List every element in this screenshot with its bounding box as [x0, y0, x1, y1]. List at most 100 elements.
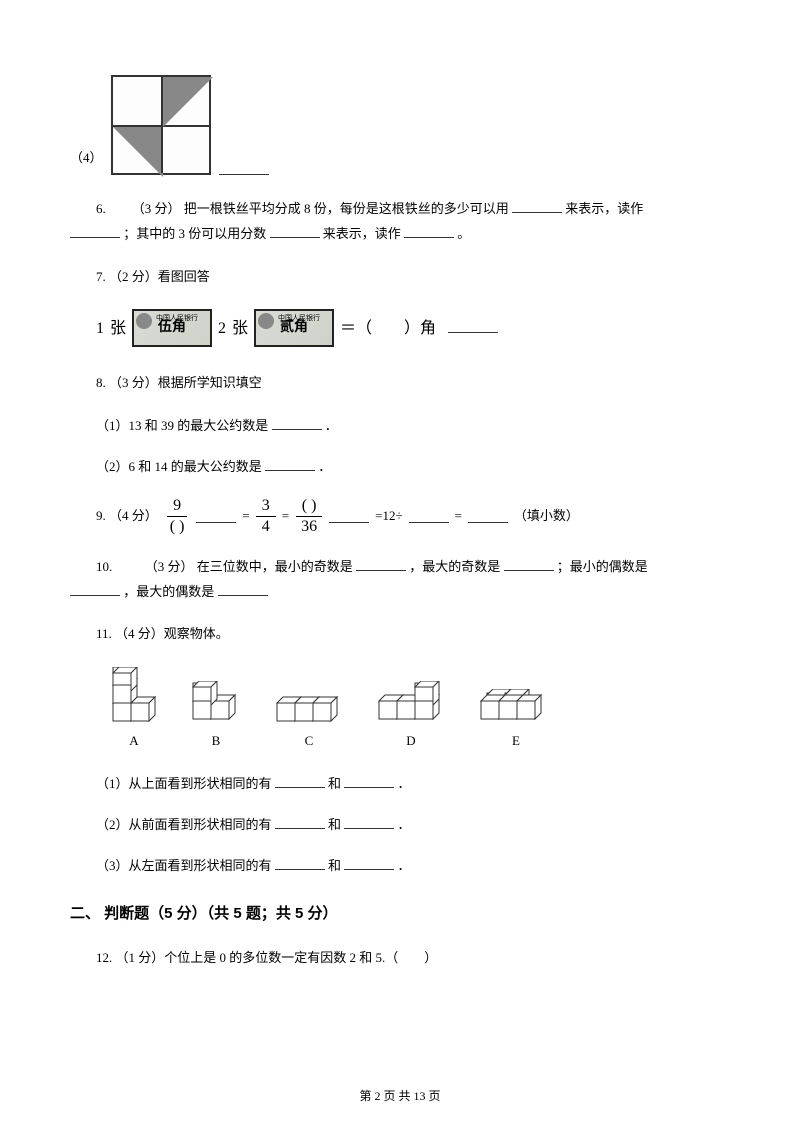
- q4-blank: [219, 162, 269, 175]
- q4-label: （4）: [70, 148, 103, 175]
- q9-b4: [468, 510, 508, 523]
- q7-u1: 张: [110, 316, 126, 342]
- q4-figure-row: （4）: [70, 75, 730, 175]
- q6-t4: 来表示，读作: [323, 226, 401, 241]
- q10-t3: ；最小的偶数是: [557, 559, 648, 574]
- q8-blank1: [272, 417, 322, 430]
- q9-f3d: 36: [295, 517, 323, 535]
- q9-b1: [196, 510, 236, 523]
- note-wujiao: 中国人民银行 伍角: [132, 309, 212, 347]
- q8-s2a: （2）6 和 14 的最大公约数是: [96, 459, 262, 474]
- q8-s2: （2）6 和 14 的最大公约数是 ．: [70, 457, 730, 478]
- q11-s1and: 和: [328, 776, 341, 791]
- cube-E-svg: [477, 689, 555, 725]
- q11-s1: （1）从上面看到形状相同的有 和 ．: [70, 774, 730, 795]
- q8-blank2: [265, 458, 315, 471]
- q7-u2: 张: [232, 316, 248, 342]
- q11-s2b2: [344, 816, 394, 829]
- q7-n1: 1: [96, 316, 104, 342]
- cube-E: E: [477, 689, 555, 752]
- q8-s2b: ．: [318, 459, 331, 474]
- q4-tri-botleft: [113, 127, 163, 177]
- q6-prefix: 6.: [96, 201, 106, 216]
- q9-prefix: 9. （4 分）: [96, 506, 158, 527]
- q10-points: （3 分）: [145, 559, 194, 574]
- q6-t5: 。: [457, 226, 470, 241]
- q10: 10. （3 分） 在三位数中，最小的奇数是 ，最大的奇数是 ；最小的偶数是: [70, 557, 730, 578]
- q6-blank3: [270, 225, 320, 238]
- q6-blank1: [512, 200, 562, 213]
- q7-notes: 1 张 中国人民银行 伍角 2 张 中国人民银行 贰角 ＝（ ）角: [70, 309, 730, 347]
- q11-s3: （3）从左面看到形状相同的有 和 ．: [70, 856, 730, 877]
- q9-t3: （填小数）: [514, 506, 579, 527]
- note-top2: 中国人民银行: [278, 313, 320, 324]
- cube-E-label: E: [512, 731, 520, 752]
- q10-b1: [356, 558, 406, 571]
- q9-f1n: 9: [167, 498, 187, 517]
- q10-t4: ，最大的偶数是: [123, 584, 214, 599]
- q11-s2dot: ．: [398, 817, 411, 832]
- q9-f2d: 4: [256, 517, 276, 535]
- q6-t3: ；其中的 3 份可以用分数: [123, 226, 266, 241]
- cube-A-label: A: [129, 731, 138, 752]
- q11-s2: （2）从前面看到形状相同的有 和 ．: [70, 815, 730, 836]
- cube-B: B: [189, 681, 243, 752]
- q11-s1b1: [275, 775, 325, 788]
- q10-line2: ，最大的偶数是: [70, 582, 730, 603]
- q10-b4: [218, 583, 268, 596]
- q9-b2: [329, 510, 369, 523]
- q7-n2: 2: [218, 316, 226, 342]
- cube-C-svg: [273, 693, 345, 725]
- q9-f3n: ( ): [296, 498, 323, 517]
- q9-f2n: 3: [256, 498, 276, 517]
- q4-tri-topright: [163, 77, 213, 127]
- q10-b2: [504, 558, 554, 571]
- q11-s3dot: ．: [398, 858, 411, 873]
- q6-line2: ；其中的 3 份可以用分数 来表示，读作 。: [70, 224, 730, 245]
- q11-prefix: 11. （4 分）观察物体。: [70, 624, 730, 645]
- q6-t2: 来表示，读作: [565, 201, 643, 216]
- q11-s3b1: [275, 857, 325, 870]
- cube-C-label: C: [305, 731, 314, 752]
- q8-s1: （1）13 和 39 的最大公约数是 ．: [70, 416, 730, 437]
- q10-b3: [70, 583, 120, 596]
- q9-f2: 3 4: [256, 498, 276, 535]
- cube-A: A: [109, 667, 159, 752]
- q9-f1d: ( ): [164, 517, 191, 535]
- note-top1: 中国人民银行: [156, 313, 198, 324]
- cube-C: C: [273, 693, 345, 752]
- q11-s1b2: [344, 775, 394, 788]
- q7-eq: ＝（ ）角: [340, 316, 436, 342]
- q6-t1: 把一根铁丝平均分成 8 份，每份是这根铁丝的多少可以用: [184, 201, 509, 216]
- cube-D-label: D: [406, 731, 415, 752]
- q10-prefix: 10.: [96, 559, 112, 574]
- q9-f1: 9 ( ): [164, 498, 191, 535]
- q9-f3: ( ) 36: [295, 498, 323, 535]
- q11-s1t: （1）从上面看到形状相同的有: [96, 776, 272, 791]
- q12: 12. （1 分）个位上是 0 的多位数一定有因数 2 和 5.（ ）: [70, 948, 730, 969]
- q7-blank: [448, 323, 498, 333]
- cube-B-label: B: [212, 731, 221, 752]
- q11-cubes: A B C: [70, 667, 730, 752]
- q4-square: [111, 75, 211, 175]
- q9-e1: =: [242, 506, 249, 527]
- q6: 6. （3 分） 把一根铁丝平均分成 8 份，每份是这根铁丝的多少可以用 来表示…: [70, 199, 730, 220]
- q8-s1b: ．: [325, 418, 338, 433]
- q11-s1dot: ．: [398, 776, 411, 791]
- q9: 9. （4 分） 9 ( ) = 3 4 = ( ) 36 =12÷ = （填小…: [70, 498, 730, 535]
- q8-prefix: 8. （3 分）根据所学知识填空: [70, 373, 730, 394]
- q7-prefix: 7. （2 分）看图回答: [70, 267, 730, 288]
- q10-t2: ，最大的奇数是: [409, 559, 500, 574]
- q9-t2: =: [455, 506, 462, 527]
- q11-s2b1: [275, 816, 325, 829]
- q9-b3: [409, 510, 449, 523]
- cube-D: D: [375, 681, 447, 752]
- note-erjiao: 中国人民银行 贰角: [254, 309, 334, 347]
- q9-t1: =12÷: [375, 506, 402, 527]
- page-footer: 第 2 页 共 13 页: [0, 1087, 800, 1104]
- section2-title: 二、 判断题（5 分）（共 5 题；共 5 分）: [70, 902, 730, 926]
- cube-D-svg: [375, 681, 447, 725]
- q9-e2: =: [282, 506, 289, 527]
- cube-B-svg: [189, 681, 243, 725]
- q6-blank2: [70, 225, 120, 238]
